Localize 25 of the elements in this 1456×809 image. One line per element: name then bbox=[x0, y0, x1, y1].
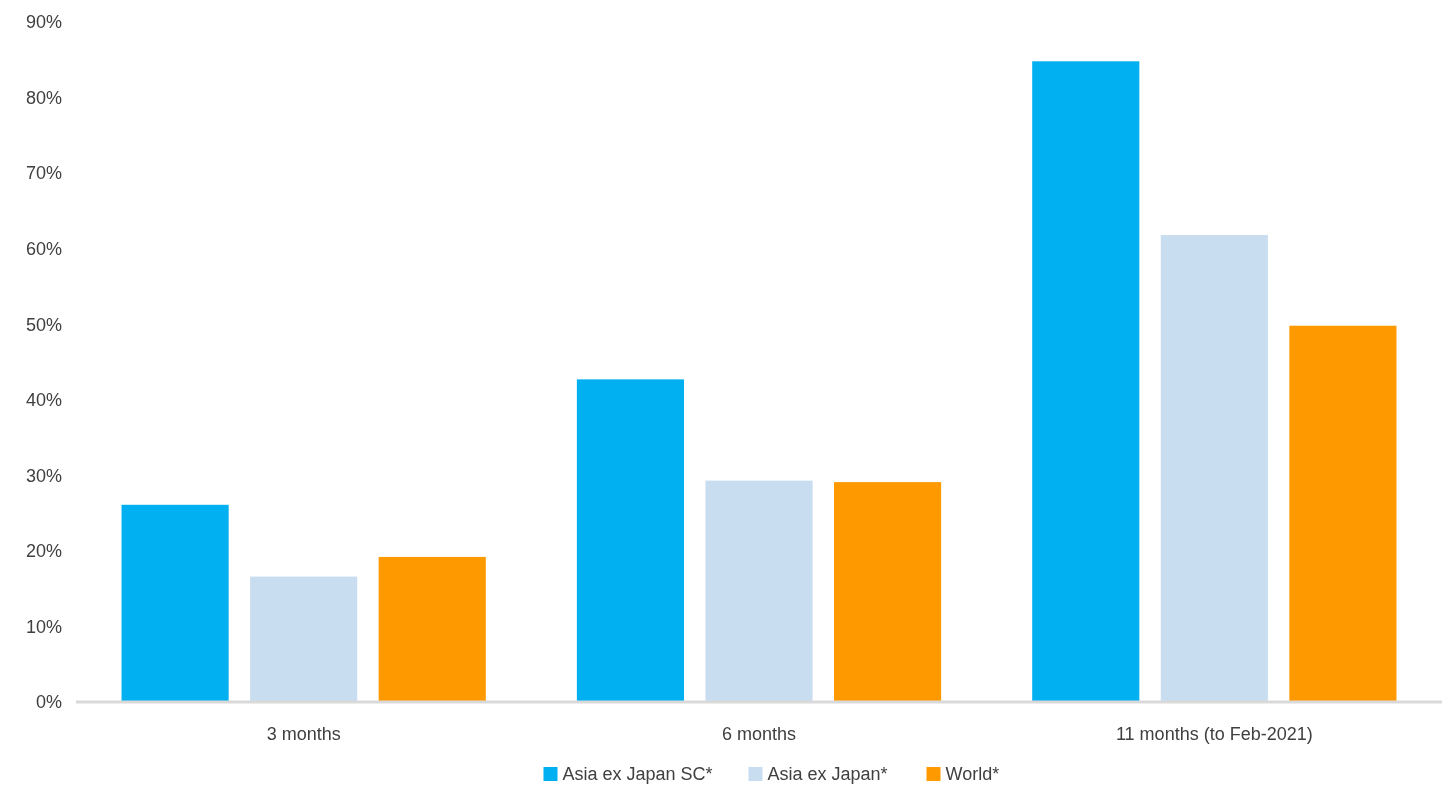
legend-label: Asia ex Japan SC* bbox=[562, 764, 713, 784]
bar bbox=[576, 379, 684, 702]
bar bbox=[1160, 235, 1268, 702]
y-tick-label: 50% bbox=[25, 314, 62, 335]
bar bbox=[834, 482, 942, 702]
bar bbox=[250, 576, 358, 702]
y-tick-label: 20% bbox=[25, 541, 62, 562]
x-tick-label: 6 months bbox=[721, 724, 797, 744]
y-tick-label: 40% bbox=[25, 390, 62, 411]
y-tick-label: 80% bbox=[25, 87, 62, 108]
bar bbox=[121, 504, 229, 702]
y-tick-label: 60% bbox=[25, 238, 62, 259]
y-tick-label: 90% bbox=[25, 12, 62, 33]
legend-label: World* bbox=[945, 764, 1000, 784]
y-tick-label: 70% bbox=[25, 163, 62, 184]
y-tick-label: 10% bbox=[25, 616, 62, 637]
bar bbox=[705, 480, 813, 702]
bar bbox=[1289, 325, 1397, 702]
bar bbox=[378, 556, 486, 702]
x-tick-label: 3 months bbox=[266, 724, 341, 744]
legend-label: Asia ex Japan* bbox=[767, 764, 888, 784]
bar bbox=[1032, 61, 1140, 702]
y-tick-label: 0% bbox=[35, 692, 62, 713]
y-tick-label: 30% bbox=[25, 465, 62, 486]
x-tick-label: 11 months (to Feb-2021) bbox=[1115, 724, 1313, 744]
